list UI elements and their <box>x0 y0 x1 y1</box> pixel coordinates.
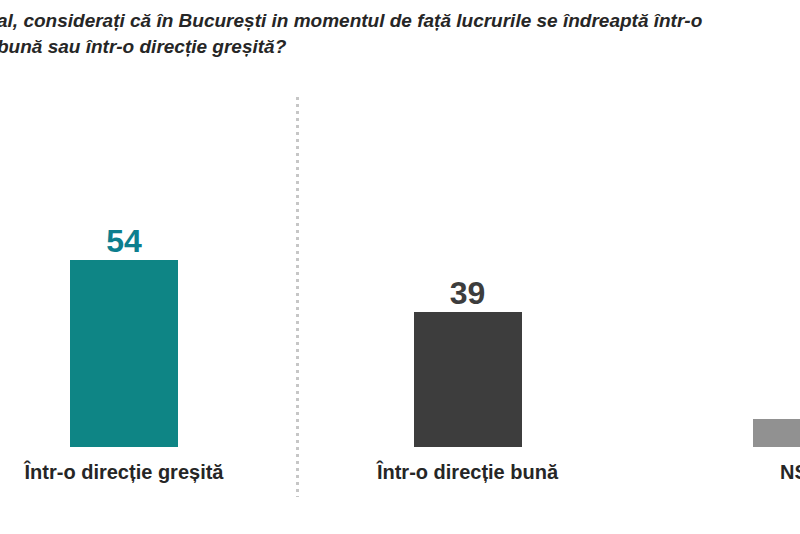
bar-label-directie-gresita: Într-o direcție greșită <box>25 461 224 483</box>
bar-label-ns: NS <box>780 461 800 483</box>
chart-canvas: al, considerați că în București in momen… <box>0 0 800 534</box>
bar-directie-gresita <box>70 260 178 447</box>
bar-label-directie-buna: Într-o direcție bună <box>377 461 558 483</box>
bar-chart: 54 Într-o direcție greșită 39 Într-o dir… <box>0 0 800 534</box>
bar-ns <box>753 419 800 447</box>
bar-value-directie-gresita: 54 <box>106 225 142 257</box>
bar-value-directie-buna: 39 <box>450 277 486 309</box>
bar-directie-buna <box>414 312 522 447</box>
